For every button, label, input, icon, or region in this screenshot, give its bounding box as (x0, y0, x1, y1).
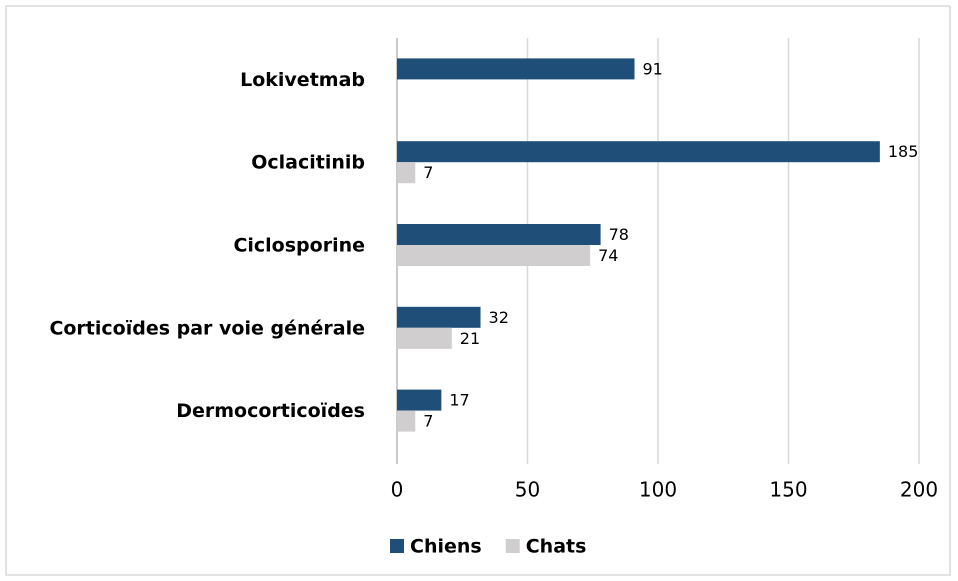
bar (397, 58, 635, 80)
bar (397, 141, 880, 163)
value-label: 185 (888, 142, 919, 161)
x-tick-label: 100 (639, 478, 677, 502)
bar (397, 327, 452, 349)
x-tick-label: 200 (900, 478, 938, 502)
y-tick-label: Oclacitinib (251, 152, 365, 174)
value-label: 17 (449, 391, 469, 410)
bar (397, 410, 416, 432)
y-tick-label: Dermocorticoïdes (176, 400, 365, 422)
legend-swatch (505, 539, 520, 553)
legend-label: Chiens (410, 536, 482, 558)
bar (397, 224, 601, 245)
value-label: 74 (598, 246, 618, 265)
x-tick-label: 150 (769, 478, 807, 502)
value-label: 7 (423, 412, 433, 431)
value-label: 21 (460, 329, 480, 348)
legend-swatch (390, 539, 404, 553)
x-tick-label: 0 (391, 478, 404, 502)
y-tick-label: Lokivetmab (240, 69, 365, 91)
value-label: 7 (423, 163, 433, 182)
bar (397, 306, 481, 328)
y-tick-label: Ciclosporine (233, 235, 365, 257)
x-tick-label: 50 (515, 478, 540, 502)
chart-border (5, 5, 951, 576)
bar (397, 162, 416, 184)
value-label: 32 (489, 308, 509, 327)
y-tick-label: Corticoïdes par voie générale (49, 317, 365, 339)
value-label: 91 (643, 59, 663, 78)
value-label: 78 (609, 225, 629, 244)
legend-label: Chats (526, 536, 587, 558)
bar (397, 245, 591, 266)
bar (397, 389, 442, 411)
